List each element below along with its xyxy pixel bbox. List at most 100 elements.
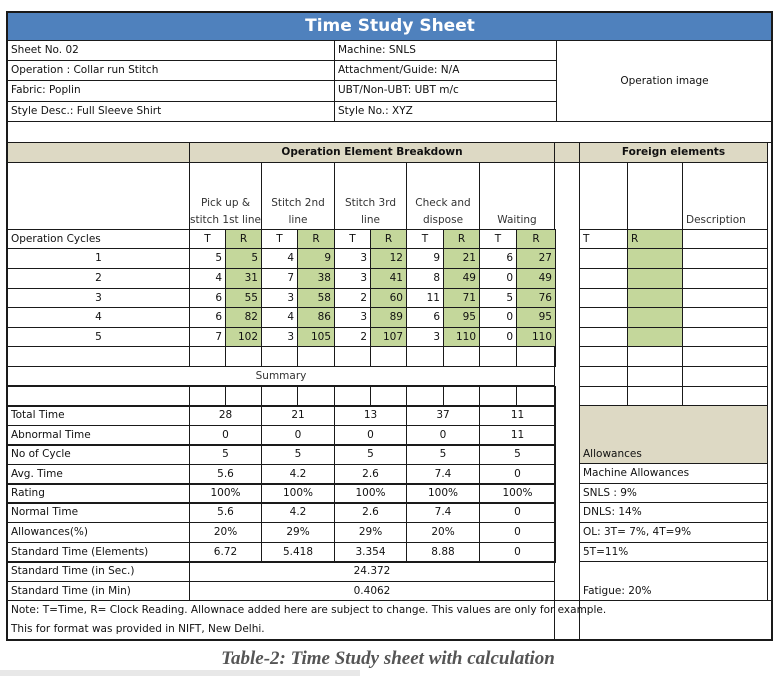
time-cell: 9 bbox=[406, 248, 444, 269]
time-cell: 6 bbox=[189, 307, 226, 328]
clock-reading-cell: 60 bbox=[370, 288, 407, 308]
attachment-guide: Attachment/Guide: N/A bbox=[334, 60, 557, 81]
foreign-r-cell bbox=[627, 248, 683, 269]
summary-value: 5 bbox=[261, 444, 335, 465]
summary-value: 6.72 bbox=[189, 542, 262, 563]
time-cell: 3 bbox=[406, 327, 444, 347]
foreign-t-cell bbox=[579, 248, 628, 269]
summary-value: 100% bbox=[334, 483, 407, 504]
element-name: Pick up & stitch 1st line bbox=[190, 197, 261, 226]
cycle-number: 4 bbox=[7, 307, 190, 328]
clock-reading-cell: 71 bbox=[443, 288, 480, 308]
summary-value: 0 bbox=[189, 425, 262, 446]
element-name: Check and dispose bbox=[415, 197, 471, 226]
summary-value: 0 bbox=[479, 542, 556, 563]
blank-label-cell bbox=[7, 386, 190, 407]
summary-value: 100% bbox=[261, 483, 335, 504]
time-cell: 7 bbox=[189, 327, 226, 347]
spacer-column bbox=[554, 162, 580, 641]
summary-value: 4.2 bbox=[261, 502, 335, 523]
foreign-desc-cell bbox=[682, 386, 768, 407]
clock-reading-cell: 27 bbox=[516, 248, 556, 269]
summary-value: 29% bbox=[261, 522, 335, 543]
standard-time-sec-value: 24.372 bbox=[189, 561, 555, 582]
blank-cell bbox=[479, 386, 517, 407]
summary-value: 20% bbox=[189, 522, 262, 543]
time-cell: 2 bbox=[334, 327, 371, 347]
time-cell: 6 bbox=[189, 288, 226, 308]
element-name: Stitch 3rd line bbox=[344, 197, 397, 226]
blank-cell bbox=[189, 346, 226, 367]
machine: Machine: SNLS bbox=[334, 40, 557, 61]
time-cell: 7 bbox=[261, 268, 298, 289]
r-label: R bbox=[370, 229, 407, 249]
summary-row-label: Total Time bbox=[7, 405, 190, 426]
summary-value: 28 bbox=[189, 405, 262, 426]
operation-cycles-label: Operation Cycles bbox=[7, 229, 190, 249]
summary-row-label: No of Cycle bbox=[7, 444, 190, 465]
summary-value: 0 bbox=[479, 522, 556, 543]
sheet-title: Time Study Sheet bbox=[7, 12, 773, 41]
time-cell: 3 bbox=[261, 327, 298, 347]
blank-cell bbox=[225, 346, 262, 367]
foreign-r-label: R bbox=[627, 229, 683, 249]
clock-reading-cell: 95 bbox=[443, 307, 480, 328]
summary-value: 100% bbox=[406, 483, 480, 504]
time-cell: 0 bbox=[479, 327, 517, 347]
standard-time-sec-label: Standard Time (in Sec.) bbox=[7, 561, 190, 582]
operation-element-breakdown-header: Operation Element Breakdown bbox=[189, 142, 555, 163]
summary-row-label: Abnormal Time bbox=[7, 425, 190, 446]
foreign-t-cell bbox=[579, 268, 628, 289]
header-blank-cell bbox=[7, 142, 190, 163]
clock-reading-cell: 107 bbox=[370, 327, 407, 347]
fabric: Fabric: Poplin bbox=[7, 80, 335, 102]
r-label: R bbox=[225, 229, 262, 249]
element-label-blank bbox=[7, 162, 190, 230]
style-number: Style No.: XYZ bbox=[334, 101, 557, 122]
r-label: R bbox=[443, 229, 480, 249]
blank-cell bbox=[189, 386, 226, 407]
standard-time-min-value: 0.4062 bbox=[189, 581, 555, 601]
summary-value: 5 bbox=[479, 444, 556, 465]
time-cell: 4 bbox=[261, 307, 298, 328]
summary-value: 5 bbox=[334, 444, 407, 465]
cycle-number: 5 bbox=[7, 327, 190, 347]
time-cell: 4 bbox=[261, 248, 298, 269]
allowances-label: Allowances bbox=[583, 448, 642, 460]
foreign-desc-cell bbox=[682, 327, 768, 347]
time-cell: 2 bbox=[334, 288, 371, 308]
summary-value: 11 bbox=[479, 405, 556, 426]
summary-value: 0 bbox=[406, 425, 480, 446]
t-label: T bbox=[479, 229, 517, 249]
blank-cell bbox=[370, 346, 407, 367]
foreign-r-cell bbox=[627, 346, 683, 367]
summary-value: 5.418 bbox=[261, 542, 335, 563]
blank-cell bbox=[334, 346, 371, 367]
blank-cell bbox=[225, 386, 262, 407]
summary-value: 11 bbox=[479, 425, 556, 446]
t-label: T bbox=[261, 229, 298, 249]
clock-reading-cell: 9 bbox=[297, 248, 335, 269]
clock-reading-cell: 82 bbox=[225, 307, 262, 328]
clock-reading-cell: 12 bbox=[370, 248, 407, 269]
r-label: R bbox=[516, 229, 556, 249]
blank-cell bbox=[261, 346, 298, 367]
operation-name: Operation : Collar run Stitch bbox=[7, 60, 335, 81]
foreign-r-cell bbox=[627, 307, 683, 328]
summary-value: 13 bbox=[334, 405, 407, 426]
summary-row-label: Standard Time (Elements) bbox=[7, 542, 190, 563]
time-cell: 0 bbox=[479, 307, 517, 328]
cycle-number: 1 bbox=[7, 248, 190, 269]
blank-cell bbox=[261, 386, 298, 407]
time-cell: 3 bbox=[334, 248, 371, 269]
foreign-r-header-blank bbox=[627, 162, 683, 230]
blank-cell bbox=[516, 386, 556, 407]
foreign-t-header-blank bbox=[579, 162, 628, 230]
foreign-t-cell bbox=[579, 327, 628, 347]
summary-row-label: Allowances(%) bbox=[7, 522, 190, 543]
fatigue-label: Fatigue: 20% bbox=[583, 585, 652, 597]
clock-reading-cell: 89 bbox=[370, 307, 407, 328]
foreign-description-header: Description bbox=[682, 162, 768, 230]
summary-value: 21 bbox=[261, 405, 335, 426]
blank-label-cell bbox=[7, 346, 190, 367]
